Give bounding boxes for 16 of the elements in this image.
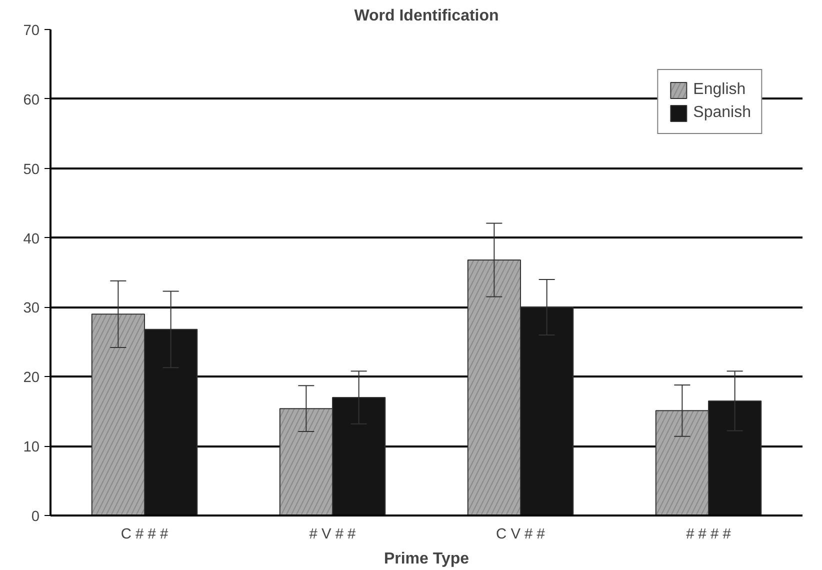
y-tick-label: 10 bbox=[23, 440, 40, 456]
x-axis-title: Prime Type bbox=[384, 550, 470, 568]
chart-title: Word Identification bbox=[354, 8, 499, 24]
legend-label: Spanish bbox=[693, 104, 751, 122]
y-tick-label: 50 bbox=[23, 162, 40, 178]
y-tick-label: 0 bbox=[31, 509, 40, 525]
x-tick-label: C V # # bbox=[496, 526, 546, 542]
x-tick-label: C # # # bbox=[120, 526, 169, 542]
y-tick-label: 60 bbox=[23, 92, 40, 108]
x-tick-label: # V # # bbox=[309, 526, 357, 542]
y-tick-label: 70 bbox=[23, 23, 40, 39]
y-tick-label: 20 bbox=[23, 370, 40, 386]
x-tick-label: # # # # bbox=[686, 526, 732, 542]
y-tick-label: 40 bbox=[23, 231, 40, 248]
y-tick-label: 30 bbox=[23, 300, 40, 317]
legend-label: English bbox=[693, 81, 746, 99]
